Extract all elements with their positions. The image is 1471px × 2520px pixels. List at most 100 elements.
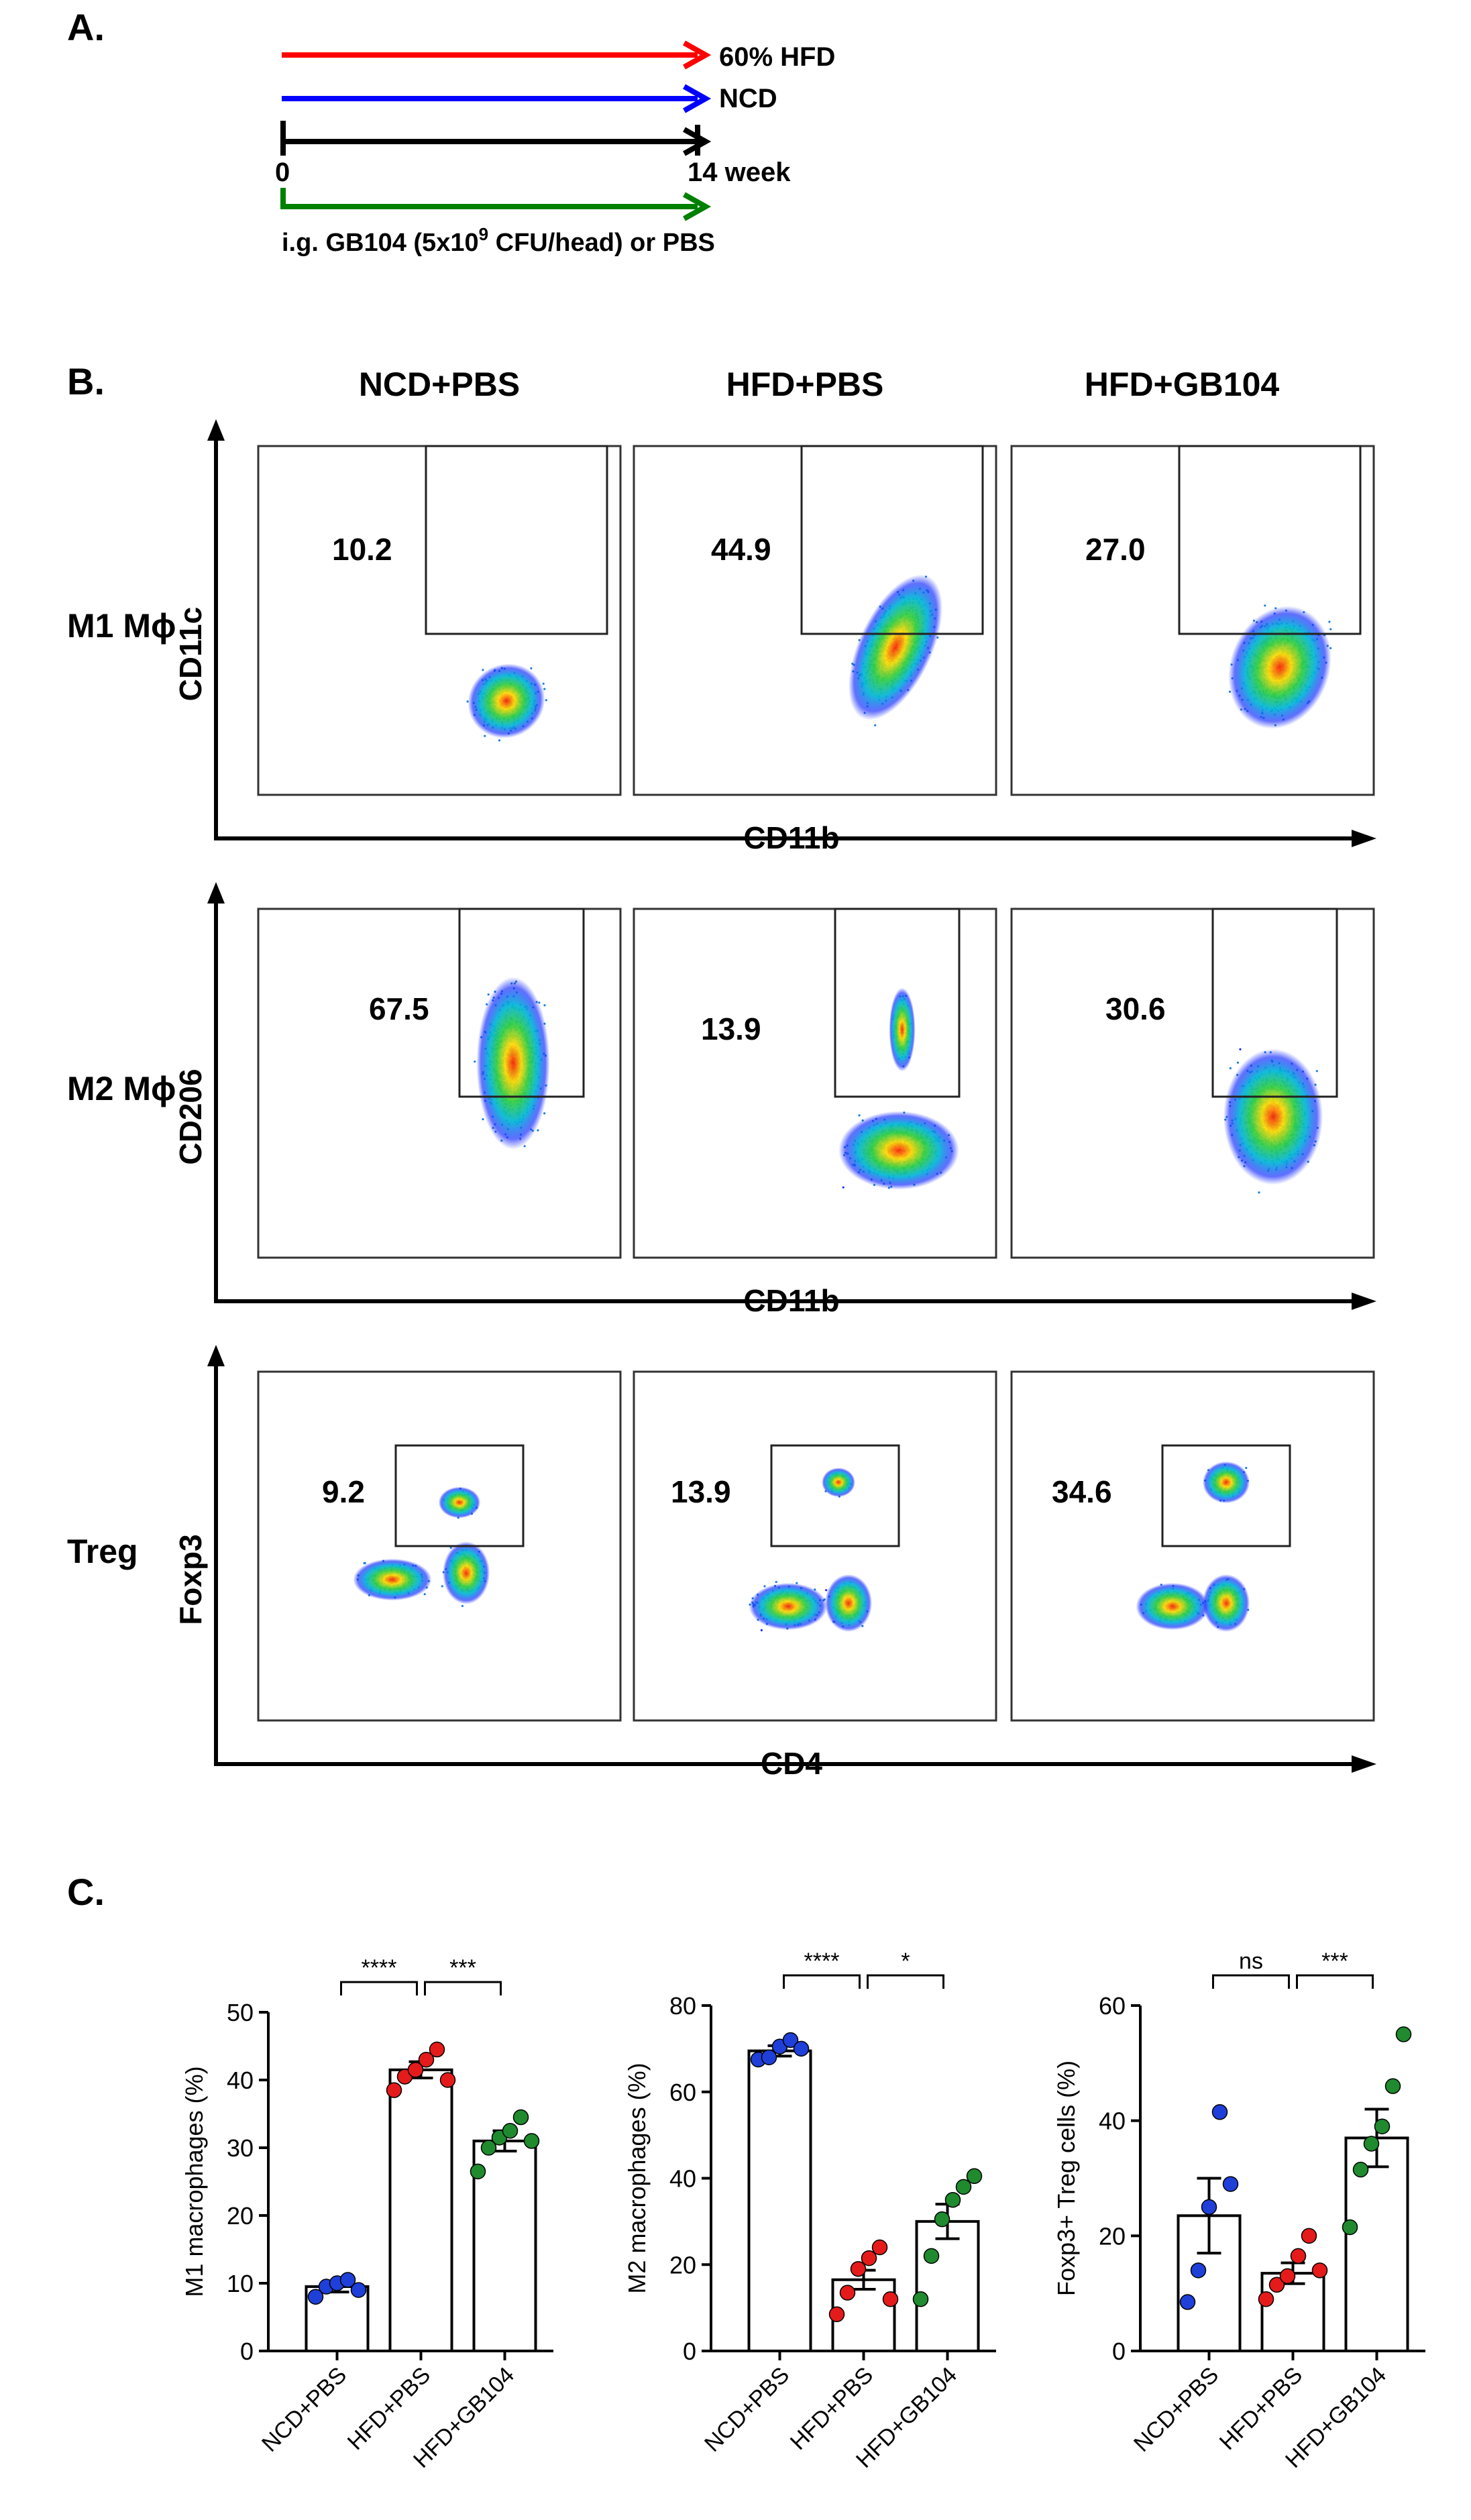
- data-point: [861, 2250, 877, 2266]
- flow-y-axis-head: [207, 419, 225, 441]
- significance-label: ***: [449, 1955, 476, 1981]
- data-point: [523, 2133, 540, 2149]
- hfd-arrow-head: [683, 40, 712, 70]
- flow-density: [838, 1111, 959, 1190]
- flow-gate: [1161, 1444, 1291, 1547]
- data-point: [512, 2109, 529, 2126]
- data-point: [1190, 2262, 1207, 2279]
- y-tick-label: 40: [1099, 2107, 1126, 2135]
- significance-label: ns: [1239, 1949, 1263, 1974]
- panel-c-label: C.: [67, 1871, 105, 1913]
- treatment-label: i.g. GB104 (5x109 CFU/head) or PBS: [282, 224, 715, 257]
- y-axis-label: M2 macrophages (%): [623, 2063, 651, 2293]
- flow-row-label: M2 Mϕ: [67, 1070, 176, 1107]
- flow-plot: 13.9: [633, 908, 997, 1259]
- data-point: [871, 2239, 888, 2256]
- time-start-label: 0: [275, 158, 290, 187]
- flow-y-axis-head: [207, 1345, 225, 1366]
- flow-gate: [458, 908, 585, 1098]
- significance-label: ***: [1321, 1949, 1348, 1974]
- y-tick-label: 50: [227, 1999, 254, 2026]
- flow-row: Treg Foxp3 CD4 9.2 13.9 34.6: [67, 1345, 1376, 1781]
- category-label: NCD+PBS: [1129, 2362, 1223, 2457]
- ncd-label: NCD: [719, 84, 777, 113]
- significance-bracket: [867, 1974, 944, 1989]
- y-tick-label: 80: [669, 1992, 696, 2020]
- data-point: [1179, 2294, 1196, 2310]
- y-axis-label: Foxp3+ Treg cells (%): [1052, 2061, 1080, 2296]
- data-point: [1279, 2268, 1296, 2285]
- significance-bracket: [1296, 1974, 1374, 1989]
- y-tick-label: 0: [240, 2338, 254, 2365]
- treatment-superscript: 9: [479, 224, 488, 244]
- flow-density: [476, 977, 550, 1150]
- time-end-label: 14 week: [688, 158, 791, 187]
- y-tick-label: 20: [227, 2202, 254, 2230]
- flow-x-axis-label: CD11b: [743, 820, 839, 855]
- data-point: [1222, 2176, 1239, 2192]
- y-tick-label: 10: [227, 2270, 254, 2297]
- flow-gate: [394, 1444, 525, 1547]
- flow-plot-frame: [257, 908, 622, 1259]
- flow-gate: [1211, 908, 1338, 1098]
- gate-percentage: 67.5: [369, 991, 429, 1026]
- flow-density: [1228, 606, 1331, 729]
- treatment-arrow-head: [683, 192, 712, 221]
- flow-plot-frame: [1010, 445, 1375, 796]
- data-point: [850, 2260, 867, 2277]
- data-point: [418, 2051, 435, 2068]
- flow-plot-frame: [633, 445, 997, 796]
- flow-plot: 10.2: [257, 445, 622, 796]
- y-tick-label: 0: [683, 2338, 696, 2365]
- significance-bracket: [340, 1981, 418, 1995]
- gate-percentage: 30.6: [1105, 991, 1166, 1026]
- flow-plot: 30.6: [1010, 908, 1375, 1259]
- data-point: [307, 2289, 324, 2305]
- flow-plot-frame: [633, 908, 997, 1259]
- flow-plot: 13.9: [633, 1370, 997, 1722]
- flow-gate: [800, 445, 984, 635]
- flow-row-label: M1 Mϕ: [67, 607, 176, 645]
- y-tick-label: 60: [669, 2079, 696, 2106]
- flow-density: [438, 1486, 481, 1519]
- y-tick-label: 0: [1112, 2338, 1126, 2365]
- group-header-hfd-gb104: HFD+GB104: [1085, 366, 1280, 403]
- data-point: [882, 2291, 899, 2307]
- data-point: [470, 2163, 486, 2180]
- gate-percentage: 13.9: [701, 1011, 761, 1046]
- data-point: [439, 2072, 456, 2088]
- data-point: [1311, 2262, 1328, 2279]
- data-point: [1363, 2136, 1380, 2152]
- data-point: [923, 2248, 940, 2264]
- flow-plot: 44.9: [633, 445, 997, 796]
- flow-density: [849, 574, 942, 720]
- data-point: [955, 2179, 972, 2195]
- gate-percentage: 13.9: [671, 1474, 731, 1509]
- data-point: [793, 2040, 810, 2057]
- group-header-ncd-pbs: NCD+PBS: [359, 366, 520, 403]
- y-axis-label: M1 macrophages (%): [180, 2066, 208, 2297]
- flow-density: [822, 1468, 855, 1497]
- data-point: [934, 2211, 950, 2228]
- significance-label: ****: [804, 1949, 840, 1974]
- flow-y-axis-label: Foxp3: [173, 1534, 208, 1625]
- flow-density: [1136, 1582, 1209, 1631]
- flow-density: [889, 987, 916, 1072]
- data-point: [1301, 2228, 1317, 2244]
- significance-label: ****: [362, 1955, 397, 1981]
- gate-percentage: 9.2: [322, 1474, 365, 1509]
- time-axis-head: [683, 127, 712, 156]
- flow-row-label: Treg: [67, 1533, 138, 1570]
- panel-a-label: A.: [67, 6, 105, 48]
- flow-density: [353, 1558, 432, 1601]
- gate-percentage: 34.6: [1052, 1474, 1112, 1509]
- category-label: NCD+PBS: [257, 2362, 351, 2457]
- flow-gate: [425, 445, 608, 635]
- data-point: [339, 2272, 356, 2288]
- panel-b-label: B.: [67, 360, 105, 402]
